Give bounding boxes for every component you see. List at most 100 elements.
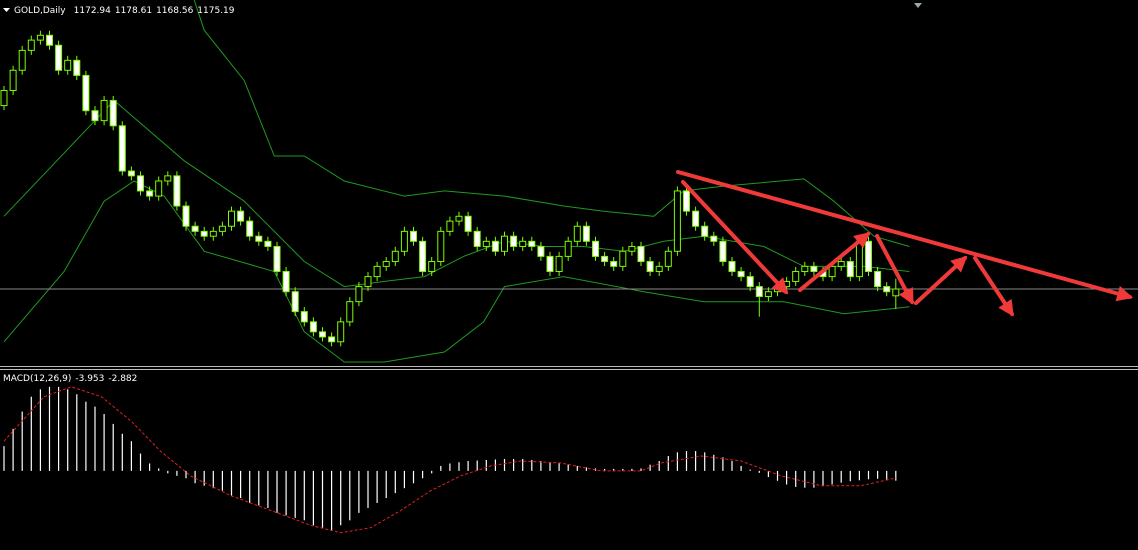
candle-body	[855, 240, 863, 278]
candle-body	[182, 205, 190, 227]
candle-body	[510, 235, 518, 247]
shift-marker	[914, 3, 922, 8]
candle-body	[883, 286, 891, 293]
candle-body	[36, 34, 44, 41]
macd-value: -3.953	[75, 374, 104, 384]
candle-body	[328, 336, 336, 343]
candle-body	[746, 276, 754, 288]
candle-body	[237, 210, 245, 222]
candle-body	[637, 245, 645, 263]
candle-body	[792, 270, 800, 282]
candle-body	[309, 321, 317, 333]
candle-body	[555, 255, 563, 272]
candle-body	[655, 265, 663, 272]
candle-body	[173, 175, 181, 207]
candle-body	[373, 265, 381, 278]
wave-arrow	[973, 256, 1014, 317]
low-value: 1168.56	[156, 6, 193, 16]
candle-body	[783, 280, 791, 288]
bollinger-band	[3, 180, 910, 363]
candle-body	[82, 74, 90, 112]
candle-body	[491, 240, 499, 252]
candle-body	[155, 180, 163, 197]
candle-body	[137, 175, 144, 192]
symbol: GOLD,Daily	[14, 6, 66, 16]
candle-body	[610, 261, 618, 267]
candle-body	[764, 291, 772, 298]
wave-arrow	[875, 234, 914, 305]
candle-body	[73, 59, 81, 76]
candle-body	[46, 34, 53, 46]
candle-body	[146, 190, 154, 197]
price-panel	[0, 0, 1138, 363]
candle-body	[164, 175, 172, 182]
wave-arrow	[798, 231, 871, 292]
candle-body	[801, 265, 809, 272]
candle-body	[410, 230, 417, 242]
macd-header: MACD(12,26,9) -3.953 -2.882	[3, 374, 137, 384]
candle-body	[355, 286, 363, 303]
candle-body	[737, 270, 745, 278]
candle-body	[400, 230, 408, 252]
candle-body	[528, 240, 536, 247]
candle-body	[573, 225, 581, 242]
candle-body	[437, 230, 445, 263]
candle-body	[27, 39, 35, 51]
candle-body	[282, 270, 290, 293]
candle-body	[701, 225, 709, 237]
candle-body	[228, 210, 235, 227]
candle-body	[337, 321, 345, 343]
candle-body	[9, 69, 17, 91]
signal-line	[3, 386, 896, 534]
candle-body	[464, 215, 472, 232]
wave-arrow	[914, 255, 968, 305]
menu-triangle[interactable]	[3, 8, 10, 12]
candle-body	[0, 89, 8, 107]
candle-body	[255, 235, 263, 242]
candle-body	[519, 240, 527, 247]
candle-body	[874, 270, 882, 288]
candle-body	[673, 190, 681, 252]
candle-body	[619, 250, 627, 267]
candle-body	[710, 235, 718, 242]
candle-body	[482, 240, 490, 247]
candle-body	[828, 265, 836, 278]
candle-body	[428, 261, 436, 272]
candle-body	[200, 230, 208, 237]
open-value: 1172.94	[74, 6, 111, 16]
candle-body	[18, 49, 26, 71]
candle-body	[601, 255, 609, 263]
annotations	[676, 170, 1134, 317]
chart-header: GOLD,Daily 1172.94 1178.61 1168.56 1175.19	[14, 6, 235, 16]
macd-panel	[3, 386, 897, 534]
candle-body	[391, 250, 399, 263]
candle-body	[346, 301, 354, 323]
candle-body	[209, 230, 217, 237]
candle-body	[382, 261, 390, 267]
candle-body	[55, 44, 63, 71]
candle-body	[837, 261, 845, 267]
candle-body	[846, 261, 854, 278]
candle-body	[109, 99, 117, 127]
candle-body	[446, 220, 454, 232]
candle-body	[892, 288, 900, 297]
candle-body	[218, 225, 226, 232]
candle-body	[537, 245, 545, 257]
candle-body	[246, 220, 254, 237]
candle-body	[582, 225, 590, 242]
candle-body	[455, 215, 463, 222]
candle-body	[664, 250, 672, 267]
candle-body	[191, 225, 199, 232]
candle-body	[419, 240, 427, 272]
candle-body	[728, 261, 736, 272]
candle-body	[564, 240, 572, 257]
candle-body	[810, 265, 818, 272]
high-value: 1178.61	[115, 6, 152, 16]
candle-body	[628, 245, 636, 252]
candle-body	[546, 255, 554, 272]
candle-body	[719, 240, 727, 263]
candle-body	[291, 291, 299, 313]
